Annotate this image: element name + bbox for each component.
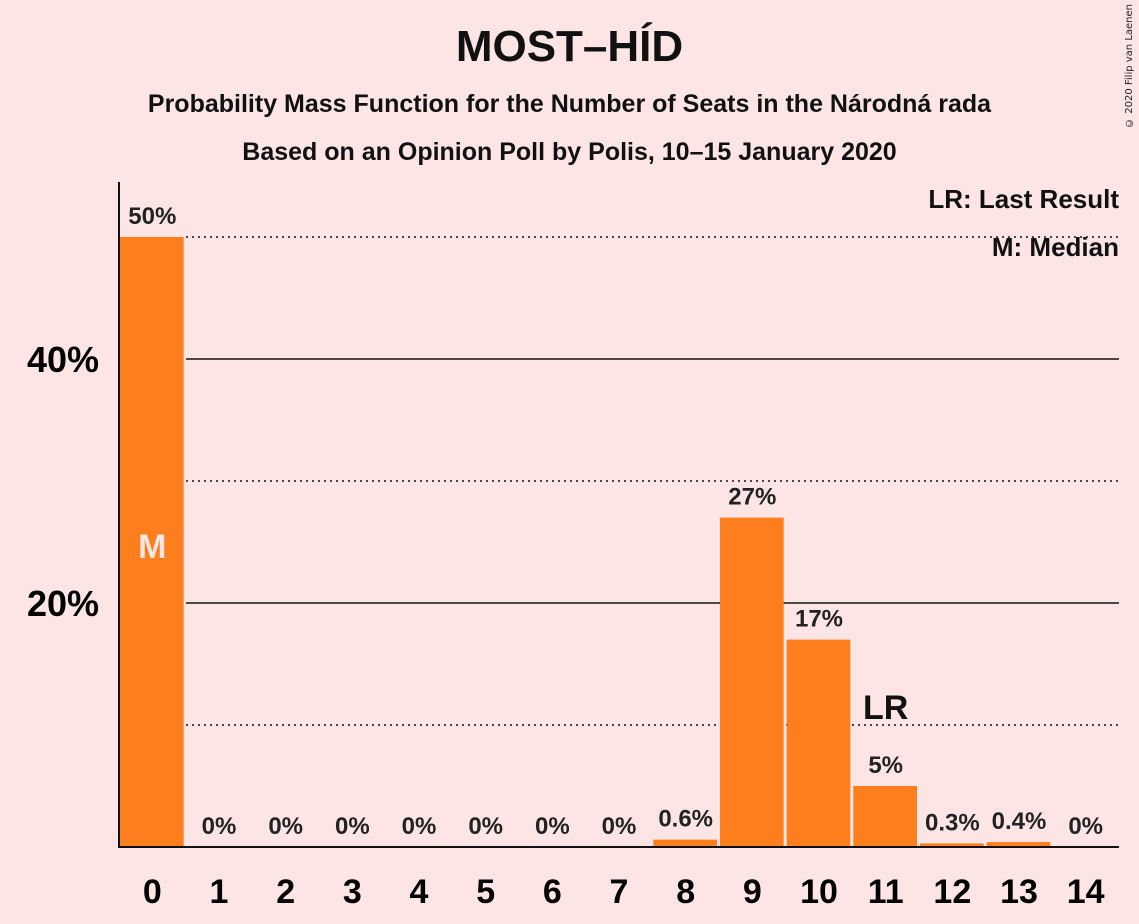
y-tick-label: 40% bbox=[27, 339, 99, 380]
chart-title: MOST–HÍD bbox=[455, 22, 684, 71]
value-label-11: 5% bbox=[868, 752, 903, 779]
x-tick-label-0: 0 bbox=[143, 873, 162, 911]
x-tick-label-3: 3 bbox=[343, 873, 362, 911]
x-tick-label-14: 14 bbox=[1067, 873, 1105, 911]
legend-last-result: LR: Last Result bbox=[928, 184, 1119, 214]
x-tick-label-8: 8 bbox=[676, 873, 695, 911]
value-label-2: 0% bbox=[268, 813, 303, 840]
value-label-7: 0% bbox=[602, 813, 637, 840]
x-tick-label-4: 4 bbox=[410, 873, 429, 911]
x-tick-label-2: 2 bbox=[276, 873, 295, 911]
value-label-1: 0% bbox=[202, 813, 237, 840]
legend-median: M: Median bbox=[991, 232, 1119, 262]
bar-8 bbox=[653, 839, 717, 847]
value-label-10: 17% bbox=[795, 606, 843, 633]
median-marker: M bbox=[138, 528, 166, 566]
bar-9 bbox=[720, 517, 784, 847]
value-label-14: 0% bbox=[1068, 813, 1103, 840]
value-label-0: 50% bbox=[128, 203, 176, 230]
value-label-5: 0% bbox=[468, 813, 503, 840]
bar-13 bbox=[986, 842, 1051, 847]
x-tick-label-11: 11 bbox=[868, 873, 904, 911]
chart-subtitle-2: Based on an Opinion Poll by Polis, 10–15… bbox=[242, 138, 897, 166]
value-label-12: 0.3% bbox=[925, 809, 980, 836]
y-tick-label: 20% bbox=[27, 583, 99, 624]
bar-10 bbox=[786, 639, 851, 847]
value-label-3: 0% bbox=[335, 813, 370, 840]
value-label-13: 0.4% bbox=[992, 808, 1047, 835]
value-label-9: 27% bbox=[728, 484, 776, 511]
x-tick-label-13: 13 bbox=[1000, 873, 1038, 911]
x-tick-label-5: 5 bbox=[476, 873, 495, 911]
x-tick-label-1: 1 bbox=[210, 873, 229, 911]
bar-11 bbox=[853, 786, 917, 847]
chart-subtitle: Probability Mass Function for the Number… bbox=[147, 90, 992, 118]
value-label-6: 0% bbox=[535, 813, 570, 840]
x-tick-label-9: 9 bbox=[743, 873, 762, 911]
bar-12 bbox=[920, 843, 984, 847]
x-tick-label-6: 6 bbox=[543, 873, 562, 911]
last-result-marker: LR bbox=[863, 689, 908, 727]
value-label-4: 0% bbox=[402, 813, 437, 840]
x-tick-label-12: 12 bbox=[933, 873, 971, 911]
bar-0 bbox=[120, 237, 184, 847]
x-tick-label-7: 7 bbox=[610, 873, 629, 911]
value-label-8: 0.6% bbox=[658, 806, 713, 833]
x-tick-label-10: 10 bbox=[800, 873, 838, 911]
